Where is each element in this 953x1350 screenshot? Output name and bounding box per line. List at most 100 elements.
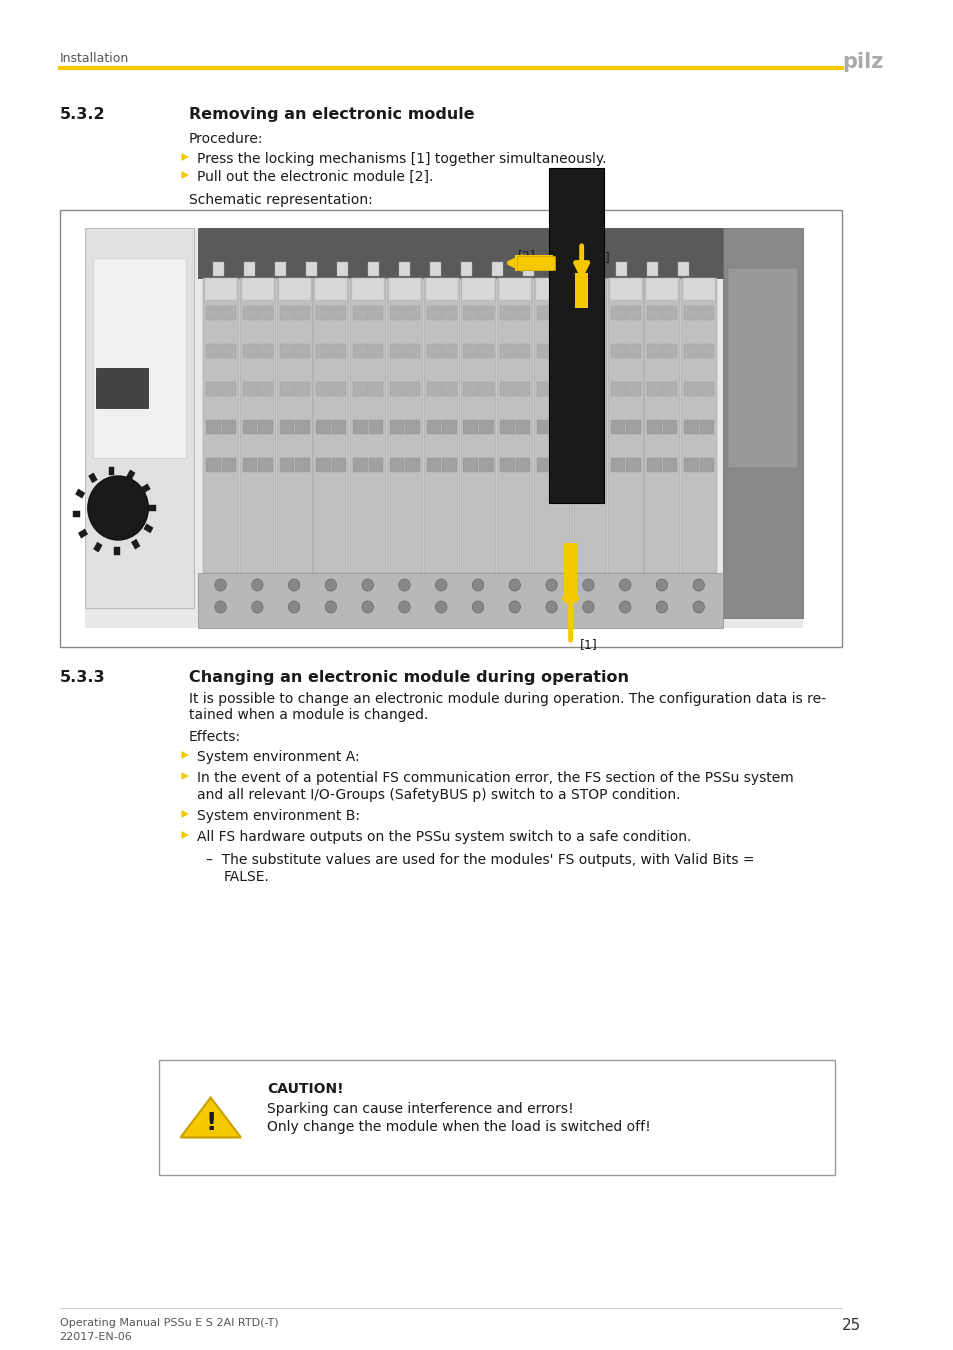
Bar [141,483,151,493]
Bar [389,278,420,300]
Bar [589,382,603,396]
Text: 5.3.2: 5.3.2 [59,107,105,122]
Circle shape [545,579,557,591]
Bar [203,278,238,572]
Circle shape [618,579,630,591]
Bar [423,278,459,572]
Bar [93,543,102,552]
Bar [552,382,567,396]
Bar [221,382,236,396]
Circle shape [288,579,299,591]
Bar [316,306,331,320]
Bar [294,420,310,433]
Bar [573,306,588,320]
Bar [132,539,140,549]
Bar [258,420,273,433]
Circle shape [472,601,483,613]
Bar [683,458,698,472]
Bar [610,382,624,396]
Text: Sparking can cause interference and errors!: Sparking can cause interference and erro… [267,1102,574,1116]
Bar [398,262,410,275]
Bar [276,278,313,572]
Bar [390,458,404,472]
Bar [405,306,419,320]
Bar [368,306,383,320]
Polygon shape [181,832,189,838]
Circle shape [692,601,703,613]
Bar [426,344,441,358]
Polygon shape [180,1098,241,1138]
Bar [148,505,155,512]
Polygon shape [181,153,189,161]
Bar [677,262,688,275]
Bar [332,306,346,320]
Bar [332,420,346,433]
Bar [646,278,678,300]
Bar [274,262,286,275]
Bar [405,344,419,358]
Circle shape [214,601,226,613]
Bar [478,458,493,472]
Bar [258,306,273,320]
Text: Removing an electronic module: Removing an electronic module [189,107,474,122]
Bar [89,472,97,483]
Circle shape [472,579,483,591]
Bar [537,458,551,472]
Circle shape [361,601,373,613]
Bar [279,382,294,396]
Circle shape [545,601,557,613]
Text: tained when a module is changed.: tained when a module is changed. [189,707,428,722]
Bar [683,344,698,358]
Bar [610,306,624,320]
Bar [478,306,493,320]
Bar [390,306,404,320]
Bar [390,344,404,358]
Polygon shape [181,751,189,759]
Bar [516,458,530,472]
Circle shape [252,579,263,591]
Bar [442,420,456,433]
Bar [368,458,383,472]
Bar [258,458,273,472]
Text: Only change the module when the load is switched off!: Only change the module when the load is … [267,1120,651,1134]
Bar [426,420,441,433]
Bar [680,278,717,572]
Bar [662,420,677,433]
Bar [625,382,640,396]
Bar [426,306,441,320]
Polygon shape [181,810,189,818]
Bar [499,458,515,472]
Bar [109,467,114,475]
Bar [552,306,567,320]
Bar [722,228,802,618]
Bar [463,344,477,358]
Circle shape [582,579,594,591]
Bar [205,278,237,300]
Circle shape [509,601,520,613]
Bar [368,344,383,358]
Circle shape [398,579,410,591]
Text: It is possible to change an electronic module during operation. The configuratio: It is possible to change an electronic m… [189,693,825,706]
Bar [221,420,236,433]
Bar [242,420,257,433]
Bar [499,306,515,320]
Bar [242,306,257,320]
Bar [699,306,714,320]
Bar [647,458,661,472]
Bar [516,382,530,396]
Bar [662,344,677,358]
Circle shape [656,601,667,613]
Bar [699,344,714,358]
Bar [426,382,441,396]
Bar [92,258,186,458]
Circle shape [288,601,299,613]
Bar [460,262,472,275]
Text: CAUTION!: CAUTION! [267,1081,344,1096]
Bar [499,382,515,396]
Bar [221,306,236,320]
Bar [609,278,641,300]
Circle shape [398,601,410,613]
Bar [548,167,603,504]
Bar [478,420,493,433]
Bar [683,382,698,396]
